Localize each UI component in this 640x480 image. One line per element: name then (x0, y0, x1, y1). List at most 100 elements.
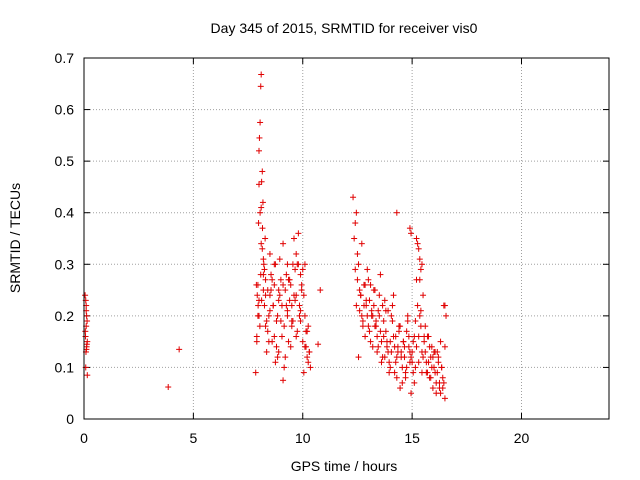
data-point (397, 385, 404, 392)
data-point (415, 333, 422, 340)
data-point (408, 230, 415, 237)
data-point (258, 240, 265, 247)
data-point (284, 307, 291, 314)
data-point (423, 359, 430, 366)
data-point (413, 343, 420, 350)
data-point (82, 328, 89, 335)
data-point (364, 312, 371, 319)
data-point (375, 307, 382, 314)
data-point (296, 312, 303, 319)
data-point (415, 245, 422, 252)
data-point (284, 312, 291, 319)
data-point (354, 276, 361, 283)
data-point (433, 379, 440, 386)
data-point (362, 281, 369, 288)
data-point (409, 359, 416, 366)
data-point (254, 292, 261, 299)
data-point (378, 359, 385, 366)
data-point (383, 343, 390, 350)
data-point (365, 276, 372, 283)
data-point (358, 240, 365, 247)
data-point (414, 240, 421, 247)
data-point (259, 245, 266, 252)
data-point (434, 348, 441, 355)
data-point (420, 354, 427, 361)
data-point (418, 261, 425, 268)
data-point (358, 312, 365, 319)
data-point (261, 266, 268, 273)
data-point (275, 297, 282, 304)
data-point (269, 276, 276, 283)
data-point (417, 266, 424, 273)
data-point (441, 343, 448, 350)
data-point (437, 338, 444, 345)
data-point (376, 292, 383, 299)
data-point (399, 379, 406, 386)
data-point (439, 374, 446, 381)
data-point (354, 250, 361, 257)
data-point (303, 343, 310, 350)
data-point (383, 338, 390, 345)
chart-title: Day 345 of 2015, SRMTID for receiver vis… (211, 20, 478, 36)
data-point (259, 199, 266, 206)
data-point (404, 318, 411, 325)
data-point (415, 359, 422, 366)
data-point (84, 372, 91, 379)
data-point (315, 341, 322, 348)
data-point (353, 209, 360, 216)
data-point (406, 348, 413, 355)
data-point (390, 333, 397, 340)
data-point (257, 271, 264, 278)
data-point (364, 266, 371, 273)
data-point (291, 292, 297, 299)
data-point (386, 359, 393, 366)
data-point (284, 261, 291, 268)
data-point (427, 374, 434, 381)
data-point (366, 328, 373, 335)
data-point (285, 276, 292, 283)
data-point (355, 354, 362, 361)
data-point (258, 297, 265, 304)
data-point (297, 318, 304, 325)
data-point (304, 354, 311, 361)
data-point (262, 323, 269, 330)
data-point (368, 307, 375, 314)
data-point (300, 292, 307, 299)
data-point (297, 271, 304, 278)
data-point (381, 297, 388, 304)
data-point (307, 364, 314, 371)
data-point (272, 359, 279, 366)
data-point (258, 178, 265, 185)
data-point (425, 333, 432, 340)
data-point (408, 390, 415, 397)
data-point (296, 302, 303, 309)
data-point (413, 235, 420, 242)
data-point (259, 168, 266, 175)
data-point (374, 348, 381, 355)
x-tick-label: 15 (404, 430, 420, 446)
data-points (82, 71, 450, 402)
data-point (413, 276, 420, 283)
data-point (403, 364, 410, 371)
data-point (422, 348, 429, 355)
data-point (271, 261, 278, 268)
data-point (411, 379, 418, 386)
data-point (299, 266, 306, 273)
data-point (378, 338, 385, 345)
data-point (410, 338, 417, 345)
data-point (262, 276, 269, 283)
data-point (385, 348, 392, 355)
data-point (374, 333, 381, 340)
data-point (371, 323, 378, 330)
data-point (274, 312, 281, 319)
data-point (408, 354, 415, 361)
data-point (412, 364, 419, 371)
data-point (265, 312, 272, 319)
data-point (165, 384, 172, 391)
data-point (386, 369, 393, 376)
data-point (301, 312, 308, 319)
x-tick-label: 5 (189, 430, 197, 446)
data-point (389, 318, 396, 325)
data-point (280, 281, 287, 288)
data-point (391, 369, 398, 376)
